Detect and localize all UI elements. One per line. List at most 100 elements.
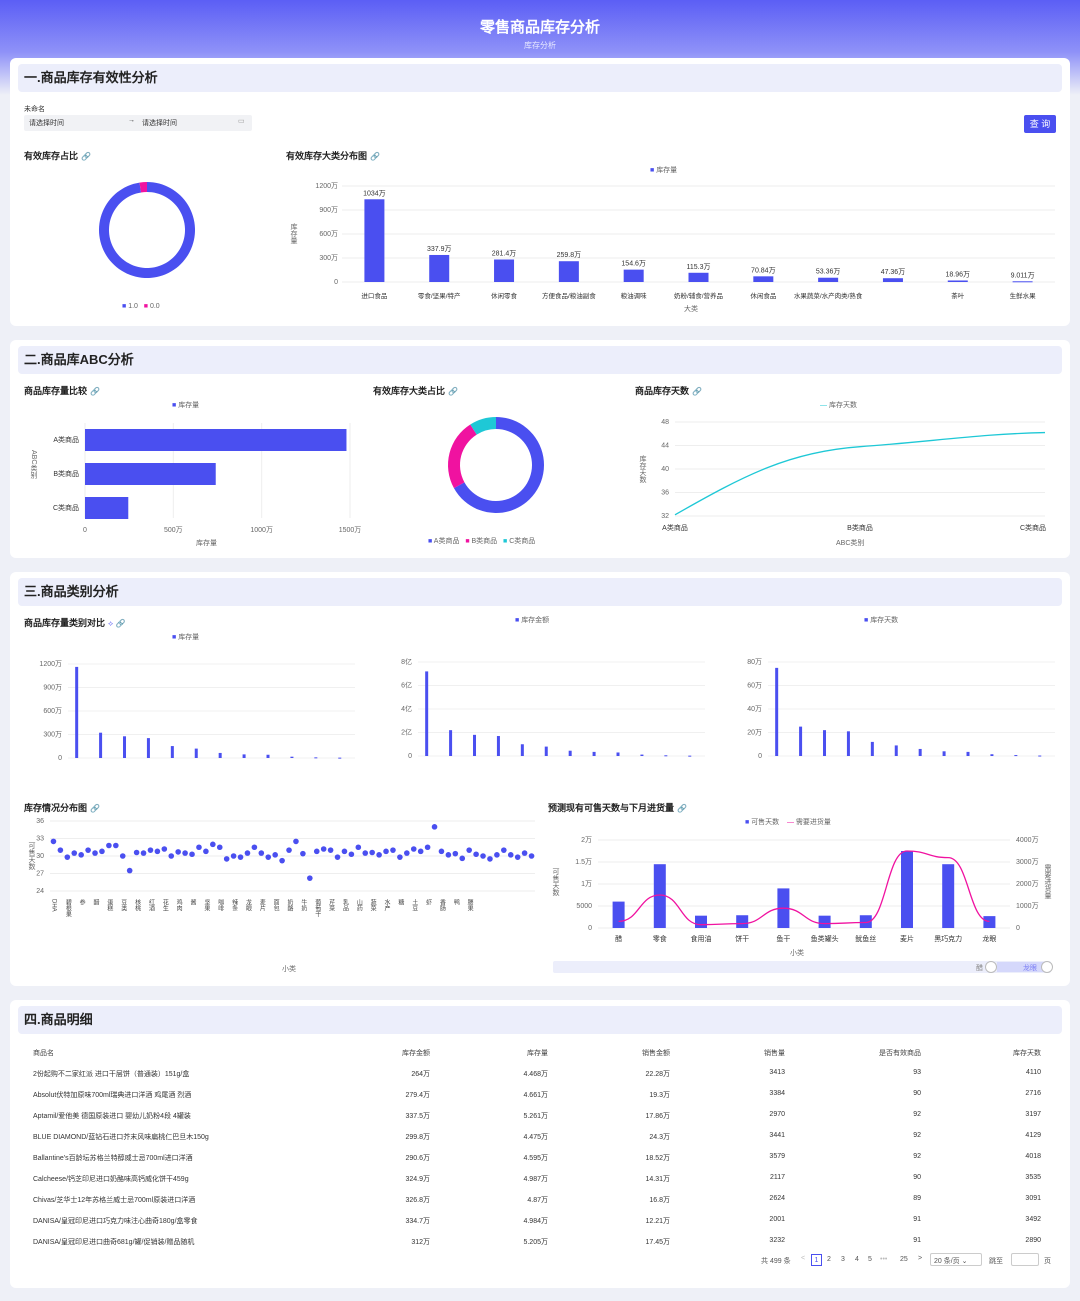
- page-size-select[interactable]: 20 条/页 ⌄: [930, 1253, 982, 1266]
- date-start-input[interactable]: 请选择时间: [29, 120, 64, 127]
- link-icon[interactable]: 🔗: [81, 152, 91, 161]
- table-cell: 17.45万: [645, 1239, 670, 1246]
- page-ellipsis[interactable]: •••: [880, 1256, 888, 1263]
- scatter-point: [390, 847, 396, 853]
- date-end-input[interactable]: 请选择时间: [142, 120, 177, 127]
- bar: [894, 745, 898, 756]
- table-row[interactable]: Ballantine's百龄坛苏格兰特醇威士忌700ml进口洋酒 290.6万 4.…: [10, 1153, 1070, 1167]
- table-row[interactable]: 2份起购不二家红派 进口干层饼（普通装）151g/盒 264万 4.468万 22.2…: [10, 1069, 1070, 1083]
- page-last[interactable]: 25: [900, 1256, 908, 1263]
- bar: [170, 746, 174, 758]
- col-header-name[interactable]: 商品名: [33, 1050, 54, 1057]
- x-tick-label: 碧根果: [64, 898, 71, 918]
- col-header-sales-qty[interactable]: 销售量: [764, 1050, 785, 1057]
- series-line: [618, 850, 990, 926]
- bar: [823, 730, 827, 756]
- page-1[interactable]: 1: [811, 1254, 822, 1266]
- x-tick-label: 食用油: [691, 934, 712, 943]
- bar: [218, 752, 222, 758]
- bar: [799, 726, 803, 756]
- zoom-slider[interactable]: 醋 龙眼: [553, 961, 1053, 973]
- prev-page-icon[interactable]: <: [801, 1255, 806, 1262]
- bar-chart-title: 有效库存大类分布图 🔗: [286, 149, 380, 162]
- link-icon[interactable]: 🔗: [677, 804, 687, 813]
- table-cell: Absolut伏特加原味700ml瑞典进口洋酒 鸡尾酒 烈酒: [33, 1092, 192, 1099]
- y-tick-label: 900万: [43, 684, 62, 692]
- x-tick-label: 红酒: [147, 898, 154, 912]
- zoom-handle-left[interactable]: [985, 961, 997, 973]
- table-cell: 2117: [769, 1174, 785, 1181]
- next-page-icon[interactable]: >: [918, 1255, 923, 1262]
- scatter-point: [528, 853, 535, 859]
- table-cell: Aptamil/爱他美 德国原装进口 婴幼儿奶粉4段 4罐装: [33, 1113, 191, 1120]
- table-cell: 3492: [1025, 1216, 1041, 1223]
- scatter-point: [494, 852, 500, 858]
- bar: [695, 915, 707, 928]
- combo-legend: ■ 可售天数 — 需要进货量: [745, 817, 831, 827]
- link-icon[interactable]: ⟡ 🔗: [108, 619, 126, 628]
- link-icon[interactable]: 🔗: [448, 387, 458, 396]
- jump-input[interactable]: [1011, 1253, 1039, 1266]
- scatter-point: [244, 850, 251, 856]
- scatter-title: 库存情况分布图 🔗: [24, 801, 100, 814]
- page-unit-label: 页: [1044, 1258, 1051, 1265]
- data-label: 53.36万: [816, 268, 841, 276]
- y2-tick-label: 3000万: [1016, 858, 1039, 866]
- arrow-right-icon: →: [128, 117, 135, 124]
- table-row[interactable]: DANISA/皇冠印尼进口巧克力味注心曲奇180g/盒零食 334.7万 4.984…: [10, 1216, 1070, 1230]
- days-category-bar-chart: 0 20万 40万 60万 80万: [747, 658, 1055, 760]
- y-tick-label: 900万: [319, 206, 338, 214]
- x-tick-label: 醋: [92, 898, 99, 906]
- col-header-sales-amount[interactable]: 销售金额: [642, 1050, 670, 1057]
- bar: [882, 278, 903, 282]
- link-icon[interactable]: 🔗: [692, 387, 702, 396]
- table-cell: 2890: [1025, 1237, 1041, 1244]
- table-row[interactable]: BLUE DIAMOND/蓝钻石进口芥末风味扁桃仁巴旦木150g 299.8万 4.…: [10, 1132, 1070, 1146]
- bar: [664, 755, 668, 757]
- scatter-point: [397, 854, 403, 860]
- link-icon[interactable]: 🔗: [90, 804, 100, 813]
- legend-item: 库存天数: [828, 402, 857, 409]
- bar: [194, 748, 198, 758]
- table-row[interactable]: Calcheese/钙芝印尼进口奶酪味高钙威化饼干459g 324.9万 4.987…: [10, 1174, 1070, 1188]
- zoom-handle-right[interactable]: [1041, 961, 1053, 973]
- page-4[interactable]: 4: [855, 1256, 859, 1263]
- scatter-point: [133, 849, 140, 856]
- abc-donut-chart: [448, 417, 544, 513]
- bar: [918, 748, 922, 756]
- x-tick-label: 咖啡: [217, 898, 224, 912]
- link-icon[interactable]: 🔗: [90, 387, 100, 396]
- zoom-range[interactable]: [997, 962, 1045, 972]
- bar: [901, 851, 913, 928]
- bar: [653, 864, 666, 928]
- bar: [85, 497, 129, 519]
- query-button[interactable]: 查 询: [1024, 115, 1056, 133]
- col-header-valid[interactable]: 是否有效商品: [879, 1050, 921, 1057]
- page-5[interactable]: 5: [868, 1256, 872, 1263]
- section-abc-analysis: 二.商品库ABC分析 商品库存量比较 🔗 ■ 库存量 ABC类别 0 500万 100…: [10, 340, 1070, 558]
- col-header-stock-amount[interactable]: 库存金额: [402, 1050, 430, 1057]
- table-cell: DANISA/皇冠印尼进口曲奇681g/罐/促销装/赠品随机: [33, 1239, 195, 1246]
- table-cell: 2001: [769, 1216, 785, 1223]
- legend-swatch: ■: [465, 538, 470, 545]
- legend-item: 需要进货量: [795, 819, 831, 826]
- bar: [983, 916, 996, 928]
- col-header-stock-qty[interactable]: 库存量: [527, 1050, 548, 1057]
- legend-stock: ■ 库存量: [172, 632, 199, 642]
- col-header-stock-days[interactable]: 库存天数: [1013, 1050, 1041, 1057]
- table-row[interactable]: Aptamil/爱他美 德国原装进口 婴幼儿奶粉4段 4罐装 337.5万 5.26…: [10, 1111, 1070, 1125]
- x-tick-label: A类商品: [662, 523, 688, 532]
- legend-item: 0.0: [149, 303, 160, 310]
- date-range-picker[interactable]: 请选择时间 → 请选择时间 ▭: [24, 115, 252, 131]
- table-row[interactable]: Absolut伏特加原味700ml瑞典进口洋酒 鸡尾酒 烈酒 279.4万 4.66…: [10, 1090, 1070, 1104]
- page-2[interactable]: 2: [827, 1256, 831, 1263]
- y-axis-label: 库存天数: [639, 455, 646, 483]
- y2-tick-label: 0: [1016, 925, 1020, 932]
- link-icon[interactable]: 🔗: [370, 152, 380, 161]
- table-row[interactable]: DANISA/皇冠印尼进口曲奇681g/罐/促销装/赠品随机 312万 5.205万…: [10, 1237, 1070, 1251]
- table-cell: 4.475万: [523, 1134, 548, 1141]
- page-3[interactable]: 3: [841, 1256, 845, 1263]
- x-tick-label: 奶酪: [286, 898, 293, 912]
- table-cell: BLUE DIAMOND/蓝钻石进口芥末风味扁桃仁巴旦木150g: [33, 1134, 209, 1141]
- table-row[interactable]: Chivas/芝华士12年苏格兰威士忌700ml原装进口洋酒 326.8万 4.87…: [10, 1195, 1070, 1209]
